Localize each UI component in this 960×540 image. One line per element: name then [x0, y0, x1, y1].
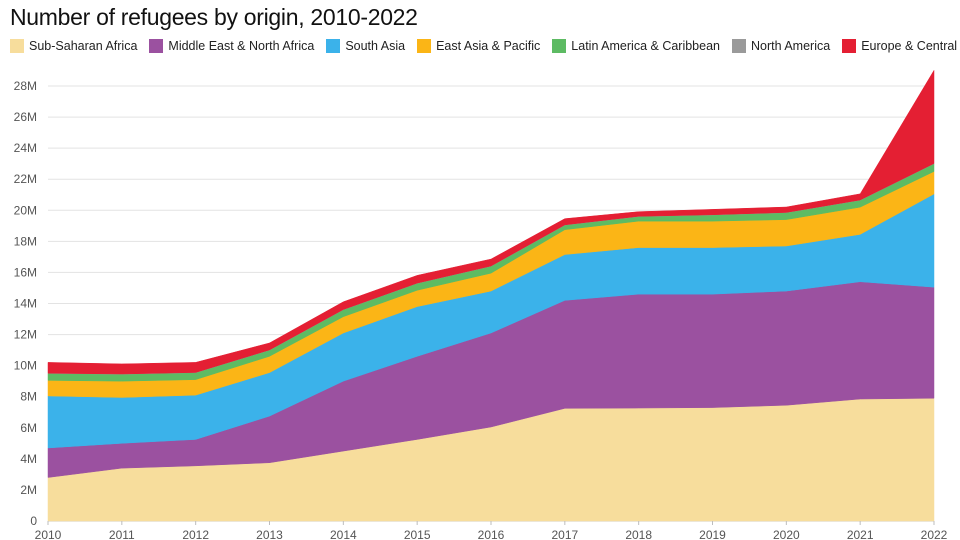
x-tick-label: 2019	[699, 528, 726, 540]
x-tick-label: 2022	[921, 528, 948, 540]
legend-item-latin-america-caribbean[interactable]: Latin America & Caribbean	[552, 39, 720, 53]
legend-label-middle-east-north-africa: Middle East & North Africa	[168, 39, 315, 53]
legend-swatch-europe-central-asia	[842, 39, 857, 53]
x-tick-label: 2016	[478, 528, 505, 540]
y-tick-label: 26M	[14, 110, 37, 124]
legend-swatch-east-asia-pacific	[417, 39, 432, 53]
x-tick-label: 2015	[404, 528, 431, 540]
x-tick-label: 2017	[551, 528, 578, 540]
y-tick-label: 24M	[14, 141, 37, 155]
axes: 0 2M 4M 6M 8M 10M 12M 14M 16M 18M 20M 22M 24M 26M 28M 2…	[14, 79, 948, 540]
y-tick-label: 10M	[14, 359, 37, 373]
y-tick-label: 2M	[20, 483, 37, 497]
legend: Sub-Saharan Africa Middle East & North A…	[10, 39, 960, 53]
x-tick-label: 2021	[847, 528, 874, 540]
legend-label-north-america: North America	[751, 39, 831, 53]
x-tick-label: 2011	[109, 528, 135, 540]
legend-label-sub-saharan-africa: Sub-Saharan Africa	[29, 39, 138, 53]
y-tick-label: 22M	[14, 172, 37, 186]
x-tick-label: 2018	[625, 528, 652, 540]
legend-label-south-asia: South Asia	[345, 39, 406, 53]
legend-item-south-asia[interactable]: South Asia	[326, 39, 405, 53]
legend-label-east-asia-pacific: East Asia & Pacific	[436, 39, 541, 53]
legend-item-east-asia-pacific[interactable]: East Asia & Pacific	[417, 39, 540, 53]
x-tick-label: 2012	[182, 528, 209, 540]
x-tick-label: 2014	[330, 528, 357, 540]
y-tick-label: 16M	[14, 265, 37, 279]
legend-swatch-south-asia	[326, 39, 341, 53]
y-tick-label: 18M	[14, 234, 37, 248]
y-tick-label: 6M	[20, 421, 37, 435]
y-tick-label: 4M	[20, 452, 37, 466]
area-series-group	[47, 69, 935, 522]
x-tick-label: 2010	[35, 528, 62, 540]
legend-swatch-sub-saharan-africa	[10, 39, 24, 53]
y-tick-label: 28M	[14, 79, 37, 93]
chart-title: Number of refugees by origin, 2010-2022	[10, 4, 418, 30]
y-tick-label: 12M	[14, 328, 37, 342]
x-tick-label: 2013	[256, 528, 283, 540]
y-tick-label: 14M	[14, 297, 37, 311]
legend-swatch-north-america	[732, 39, 746, 53]
x-tick-label: 2020	[773, 528, 800, 540]
legend-swatch-latin-america-caribbean	[552, 39, 567, 53]
legend-label-europe-central-asia: Europe & Central Asia	[861, 39, 960, 53]
y-tick-label: 0	[30, 514, 37, 528]
legend-item-middle-east-north-africa[interactable]: Middle East & North Africa	[149, 39, 314, 53]
area-europe-central-asia[interactable]	[47, 69, 935, 375]
legend-label-latin-america-caribbean: Latin America & Caribbean	[571, 39, 720, 53]
y-tick-label: 20M	[14, 203, 37, 217]
legend-item-north-america[interactable]: North America	[732, 39, 830, 53]
legend-item-europe-central-asia[interactable]: Europe & Central Asia	[842, 39, 960, 53]
legend-item-sub-saharan-africa[interactable]: Sub-Saharan Africa	[10, 39, 137, 53]
y-tick-label: 8M	[20, 390, 37, 404]
legend-swatch-middle-east-north-africa	[149, 39, 164, 53]
